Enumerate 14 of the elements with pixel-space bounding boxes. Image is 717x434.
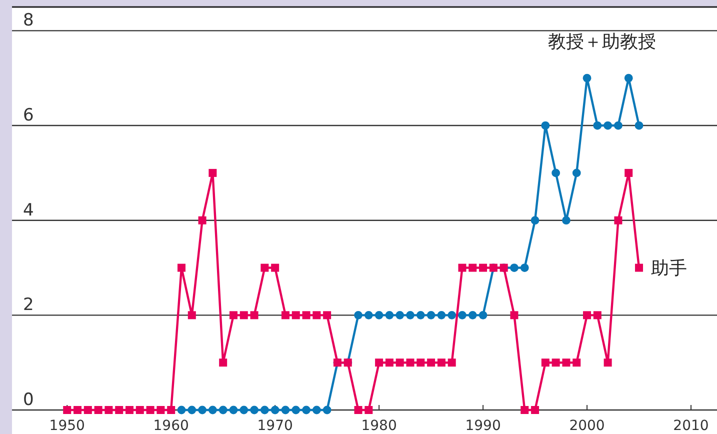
series-label: 助手 xyxy=(651,258,688,279)
x-tick-label: 1980 xyxy=(361,418,397,434)
y-tick-label: 6 xyxy=(23,106,34,126)
x-tick-label: 1960 xyxy=(153,418,189,434)
x-tick-label: 1970 xyxy=(257,418,293,434)
y-tick-label: 8 xyxy=(23,10,34,31)
y-tick-label: 2 xyxy=(23,295,34,316)
x-tick-label: 1950 xyxy=(49,418,85,434)
y-tick-label: 4 xyxy=(23,200,34,220)
x-tick-label: 2010 xyxy=(673,418,709,434)
x-tick-label: 2000 xyxy=(569,418,605,434)
x-tick-label: 1990 xyxy=(465,418,501,434)
series-label: 教授＋助教授 xyxy=(548,31,656,52)
y-tick-label: 0 xyxy=(23,390,34,410)
